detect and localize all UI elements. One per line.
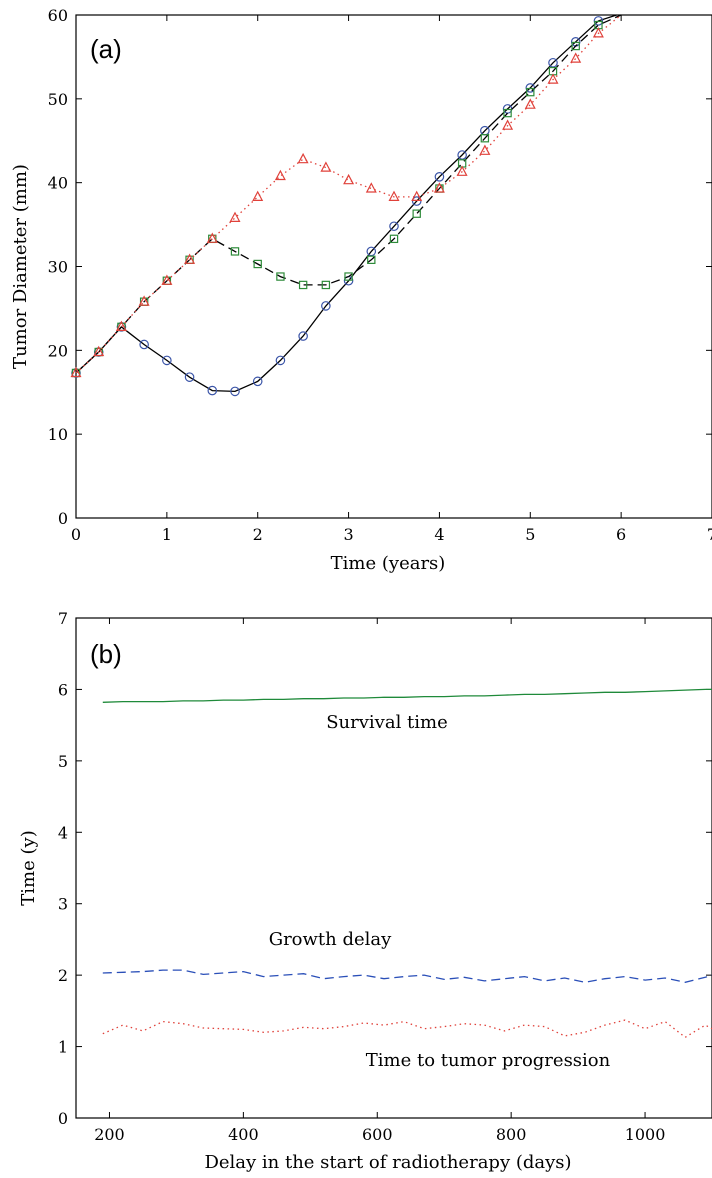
panel-label: (a) xyxy=(90,34,122,64)
data-point-square xyxy=(367,255,376,264)
data-point-triangle xyxy=(274,169,286,181)
data-point-square xyxy=(412,209,421,218)
x-tick-label: 600 xyxy=(362,1125,393,1144)
series-line-3 xyxy=(75,14,622,374)
x-tick-label: 1 xyxy=(162,525,172,544)
data-point-triangle xyxy=(93,345,105,357)
x-tick-label: 3 xyxy=(343,525,353,544)
y-tick-label: 0 xyxy=(58,1109,68,1128)
data-point-circle xyxy=(252,376,263,387)
data-point-square xyxy=(298,280,308,290)
y-axis-label: Tumor Diameter (mm) xyxy=(10,164,31,369)
data-point-circle xyxy=(230,386,240,397)
y-axis-label: Time (y) xyxy=(18,830,39,905)
series-annotation: Growth delay xyxy=(269,929,392,950)
panel-label: (b) xyxy=(90,639,122,669)
y-tick-label: 2 xyxy=(58,966,68,985)
y-tick-label: 3 xyxy=(58,895,68,914)
series-annotation: Survival time xyxy=(326,712,448,733)
data-point-square xyxy=(344,272,353,281)
panel-a-chart: 0 10 20 30 40 50 60 0 1 2 3 4 5 6 7 Time (years) Tumor D… xyxy=(10,6,712,574)
data-point-square xyxy=(276,272,285,281)
x-axis-label: Time (years) xyxy=(331,553,446,574)
series-line-2 xyxy=(102,969,712,983)
data-point-triangle xyxy=(456,165,468,176)
data-point-square xyxy=(526,87,535,97)
y-tick-label: 50 xyxy=(48,90,68,109)
data-point-triangle xyxy=(184,253,196,264)
data-point-circle xyxy=(321,301,331,311)
series-line-3 xyxy=(102,1019,712,1039)
y-tick-label: 6 xyxy=(58,680,68,699)
data-point-square xyxy=(230,247,240,256)
data-point-triangle xyxy=(524,98,536,109)
data-point-triangle xyxy=(70,366,82,378)
data-point-triangle xyxy=(252,190,264,201)
data-point-triangle xyxy=(388,190,400,201)
y-tick-label: 1 xyxy=(58,1038,68,1057)
x-tick-label: 0 xyxy=(71,525,81,544)
x-tick-label: 4 xyxy=(434,525,444,544)
data-point-triangle xyxy=(365,182,377,193)
x-tick-label: 2 xyxy=(253,525,263,544)
data-point-circle xyxy=(298,331,308,341)
data-point-square xyxy=(389,234,399,244)
x-axis-label: Delay in the start of radiotherapy (days… xyxy=(204,1152,571,1173)
data-point-square xyxy=(571,41,580,51)
data-point-triangle xyxy=(343,173,355,185)
data-point-square xyxy=(480,134,490,143)
series-line-1 xyxy=(75,14,617,393)
x-tick-label: 200 xyxy=(94,1125,125,1144)
series-annotation: Time to tumor progression xyxy=(366,1050,611,1071)
data-point-square xyxy=(253,259,262,269)
data-point-circle xyxy=(207,385,218,396)
series-line-1 xyxy=(102,688,712,703)
y-tick-label: 60 xyxy=(48,6,68,25)
y-tick-label: 7 xyxy=(58,609,68,628)
y-tick-label: 20 xyxy=(48,341,68,360)
data-point-circle xyxy=(434,171,445,182)
data-point-square xyxy=(503,108,512,118)
y-tick-label: 30 xyxy=(48,258,68,277)
data-point-triangle xyxy=(502,119,514,130)
data-point-triangle xyxy=(570,52,582,63)
x-tick-label: 800 xyxy=(496,1125,527,1144)
data-point-triangle xyxy=(479,144,491,155)
x-tick-label: 5 xyxy=(525,525,535,544)
x-tick-label: 6 xyxy=(616,525,626,544)
data-point-triangle xyxy=(433,182,445,193)
x-tick-label: 7 xyxy=(707,525,712,544)
data-point-square xyxy=(321,280,331,290)
data-point-circle xyxy=(184,372,195,382)
y-tick-label: 4 xyxy=(58,823,68,842)
x-tick-label: 400 xyxy=(228,1125,259,1144)
data-point-circle xyxy=(139,339,149,350)
series-line-2 xyxy=(75,14,622,374)
data-point-triangle xyxy=(115,320,127,331)
data-point-triangle xyxy=(320,161,332,172)
y-tick-label: 0 xyxy=(58,509,68,528)
data-point-triangle xyxy=(297,152,309,164)
y-tick-label: 40 xyxy=(48,174,68,193)
data-point-circle xyxy=(389,221,399,232)
x-tick-label: 1000 xyxy=(625,1125,666,1144)
data-point-triangle xyxy=(411,190,423,201)
plot-frame xyxy=(75,617,712,1119)
data-point-circle xyxy=(411,196,422,206)
data-point-circle xyxy=(275,355,286,366)
data-point-triangle xyxy=(138,295,150,306)
y-tick-label: 10 xyxy=(48,425,68,444)
data-point-triangle xyxy=(206,232,218,243)
data-point-triangle xyxy=(229,211,241,222)
data-point-circle xyxy=(162,355,172,366)
data-point-triangle xyxy=(592,27,604,38)
data-point-triangle xyxy=(161,274,173,285)
panel-b-chart: 0 1 2 3 4 5 6 7 200 400 600 800 1000 Delay in the sta… xyxy=(18,609,712,1173)
y-tick-label: 5 xyxy=(58,752,68,771)
plot-frame xyxy=(75,14,712,519)
data-point-triangle xyxy=(547,73,559,84)
